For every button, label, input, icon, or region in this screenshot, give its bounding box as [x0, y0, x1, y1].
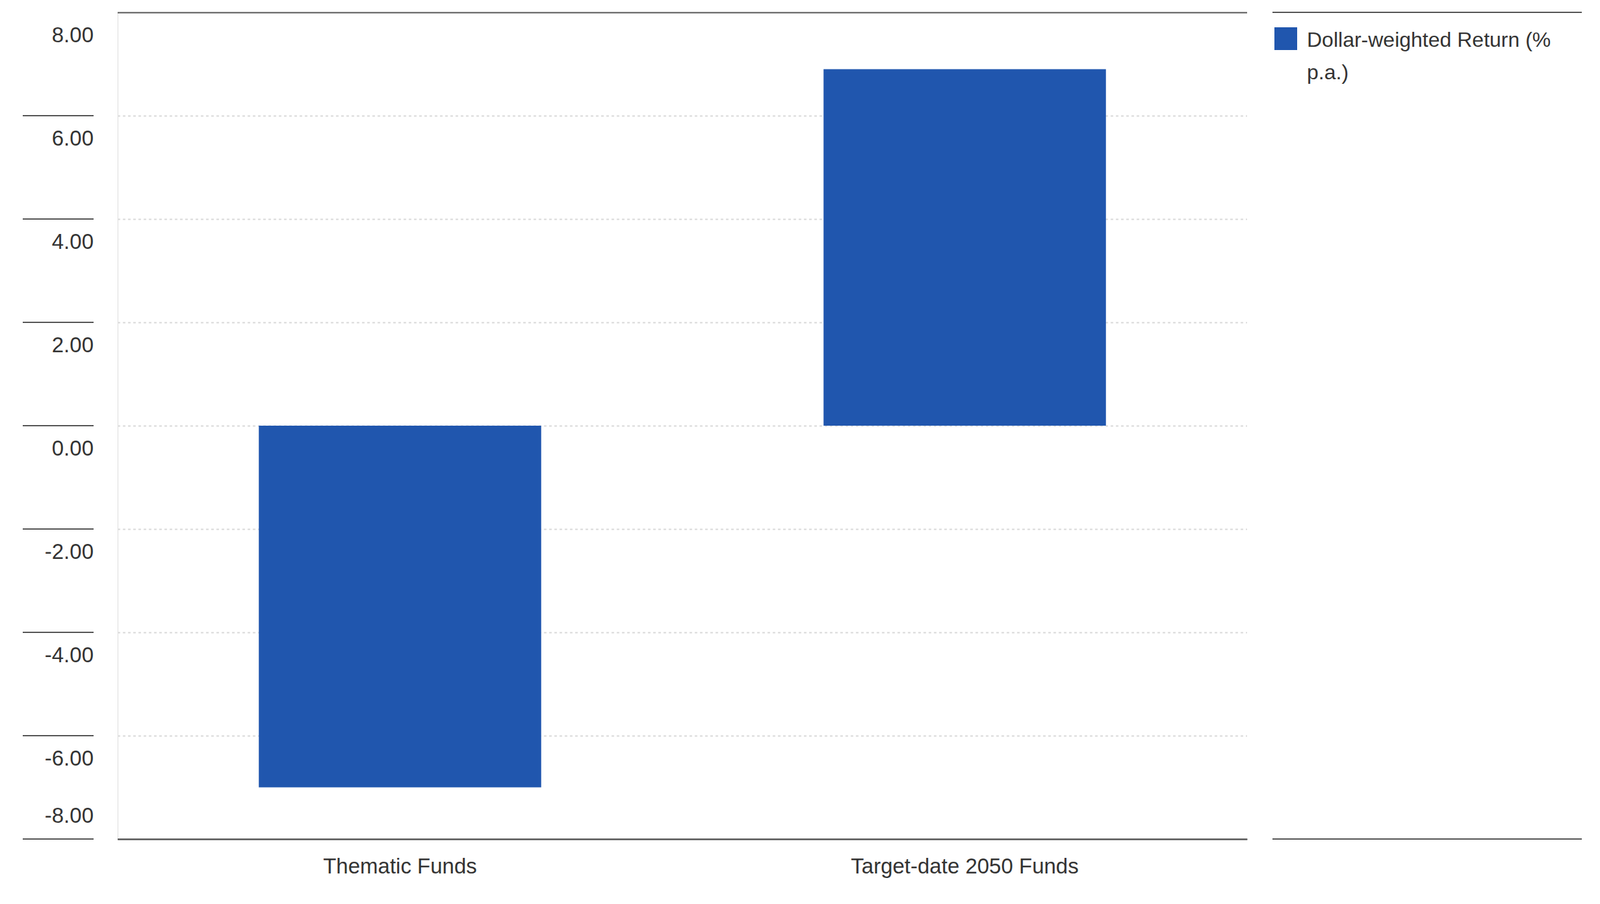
bar [258, 425, 542, 788]
tick-separator [22, 631, 94, 633]
y-tick-label: 6.00 [51, 126, 94, 151]
y-tick-label: 4.00 [51, 229, 94, 254]
tick-separator [22, 735, 94, 737]
y-tick-label: -2.00 [44, 539, 94, 564]
tick-separator [22, 528, 94, 530]
tick-separators [22, 115, 94, 839]
y-tick-label: 8.00 [51, 22, 94, 47]
bars [258, 68, 1107, 788]
x-axis: Thematic Funds Target-date 2050 Funds [118, 839, 1248, 879]
grid-line [117, 838, 1248, 841]
y-axis: 8.00 6.00 4.00 2.00 0.00 -2.00 -4.00 -6.00 -8.00 [44, 12, 1248, 840]
y-tick: -6.00 [44, 736, 1248, 771]
legend-swatch [1274, 27, 1298, 51]
grid-line [117, 12, 1248, 14]
y-tick: 8.00 [51, 12, 1248, 48]
y-tick: -8.00 [44, 803, 1248, 839]
y-tick: -4.00 [44, 632, 1248, 668]
legend-label: Dollar-weighted Return (%p.a.) [1306, 27, 1551, 84]
x-tick: Thematic Funds [322, 853, 478, 878]
bar [823, 68, 1107, 426]
y-tick: -2.00 [44, 529, 1248, 565]
tick-separator [22, 218, 94, 220]
y-tick-label: -8.00 [44, 803, 94, 828]
y-tick-label: -6.00 [44, 746, 94, 771]
tick-separator [22, 425, 94, 427]
legend-border [1272, 11, 1582, 13]
x-axis-line [118, 838, 1248, 841]
tick-separator [22, 321, 94, 323]
y-tick-label: 2.00 [51, 332, 94, 357]
y-tick-label: 0.00 [51, 436, 94, 461]
legend-border [1272, 838, 1582, 840]
y-tick-label: -4.00 [44, 642, 94, 667]
x-tick: Target-date 2050 Funds [850, 853, 1079, 878]
legend: Dollar-weighted Return (%p.a.) [1272, 12, 1582, 839]
tick-separator [22, 115, 94, 117]
tick-separator [22, 838, 94, 840]
x-tick-label: Target-date 2050 Funds [850, 853, 1079, 878]
y-tick: 0.00 [51, 426, 1248, 461]
x-tick-label: Thematic Funds [322, 853, 478, 878]
chart: 8.00 6.00 4.00 2.00 0.00 -2.00 -4.00 -6.00 -8.00… [0, 0, 1600, 904]
